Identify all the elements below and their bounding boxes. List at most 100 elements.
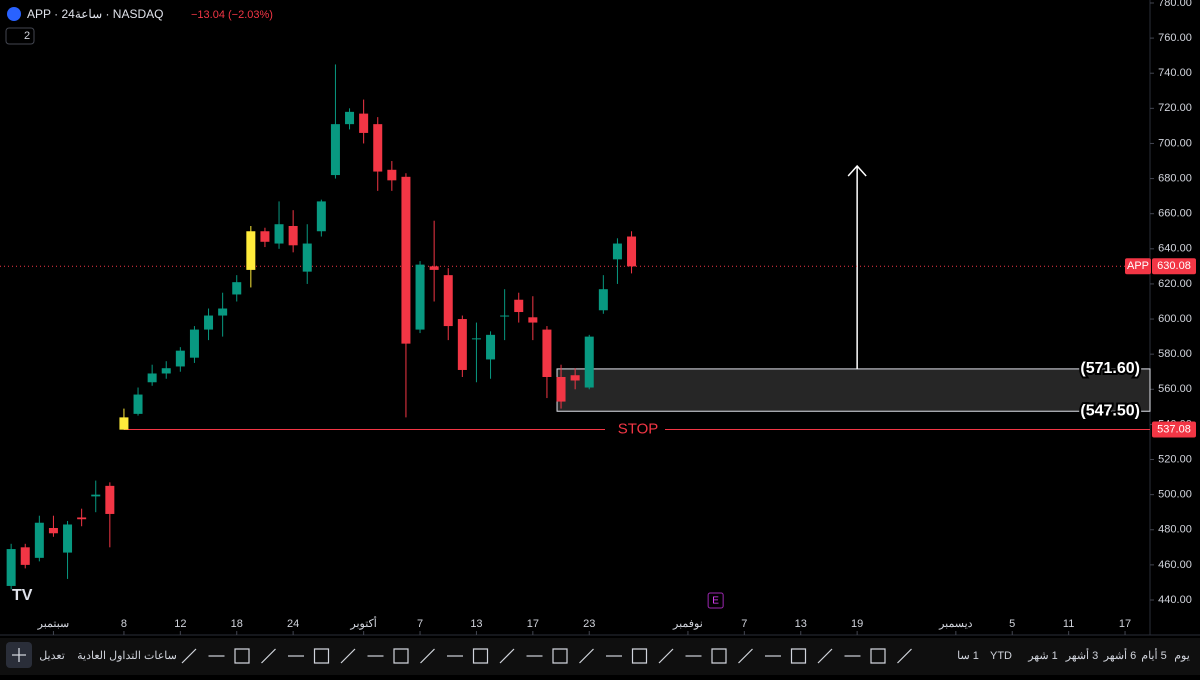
symbol-title: APP · 24ساعة · NASDAQ bbox=[27, 7, 163, 21]
drawing-tool[interactable] bbox=[658, 648, 674, 664]
drawing-tool[interactable] bbox=[472, 648, 489, 664]
x-tick-label: 17 bbox=[1119, 618, 1131, 630]
x-tick-label: أكتوبر bbox=[349, 616, 376, 630]
y-tick-label: 620.00 bbox=[1158, 278, 1192, 290]
candle-body bbox=[274, 224, 284, 244]
drawing-tool[interactable] bbox=[393, 648, 409, 664]
candle-body bbox=[218, 308, 228, 316]
drawing-tool[interactable] bbox=[313, 648, 330, 664]
y-tick-label: 560.00 bbox=[1158, 383, 1192, 395]
zone-label: (547.50) bbox=[1080, 402, 1140, 419]
price-change: −13.04 (−2.03%) bbox=[191, 9, 273, 21]
y-tick-label: 460.00 bbox=[1158, 559, 1192, 571]
toolbar-button[interactable]: 1 شهر bbox=[1027, 650, 1058, 662]
y-tick-label: 740.00 bbox=[1158, 67, 1192, 79]
candle-body bbox=[627, 236, 637, 267]
candle-body bbox=[345, 111, 355, 125]
toolbar-button[interactable]: 6 أشهر bbox=[1103, 648, 1137, 662]
drawing-tool[interactable] bbox=[181, 648, 197, 664]
candle-body bbox=[429, 266, 439, 270]
candle-body bbox=[288, 225, 298, 246]
candle-body bbox=[34, 522, 44, 558]
candle-body bbox=[415, 264, 425, 330]
candle-body bbox=[471, 338, 481, 340]
x-tick-label: 19 bbox=[851, 618, 863, 630]
last-price-bg bbox=[1152, 258, 1196, 275]
candle-body bbox=[133, 394, 143, 414]
candle-body bbox=[528, 317, 538, 323]
toolbar-button[interactable]: 5 أيام bbox=[1141, 648, 1166, 662]
drawing-tool[interactable] bbox=[234, 648, 250, 664]
candle-body bbox=[316, 201, 326, 232]
event-label[interactable]: E bbox=[712, 596, 719, 607]
y-tick-label: 580.00 bbox=[1158, 348, 1192, 360]
candle-body bbox=[161, 368, 171, 374]
drawing-tool[interactable] bbox=[711, 648, 727, 664]
candle-body bbox=[401, 176, 411, 344]
candle-body bbox=[542, 329, 552, 377]
candle-body bbox=[373, 124, 383, 172]
tool-icon[interactable] bbox=[12, 648, 26, 662]
candle-body bbox=[204, 315, 214, 330]
x-tick-label: 11 bbox=[1063, 618, 1074, 630]
x-tick-label: ديسمبر bbox=[938, 618, 973, 630]
x-tick-label: 24 bbox=[287, 618, 299, 630]
drawing-tool[interactable] bbox=[897, 648, 912, 664]
drawing-tool[interactable] bbox=[579, 648, 594, 664]
drawing-tool[interactable] bbox=[870, 648, 886, 664]
candle-body bbox=[330, 124, 340, 176]
candle-body bbox=[77, 517, 87, 520]
candle-body bbox=[387, 169, 397, 181]
x-tick-label: سبتمبر bbox=[37, 618, 70, 630]
candle-body bbox=[260, 231, 270, 242]
candle-body bbox=[91, 494, 101, 497]
stop-price: 537.08 bbox=[1157, 423, 1191, 435]
x-tick-label: 12 bbox=[174, 618, 186, 630]
candle-body bbox=[302, 243, 312, 272]
toolbar bbox=[0, 638, 1200, 675]
drawing-tool[interactable] bbox=[790, 648, 807, 664]
x-tick-label: 7 bbox=[741, 618, 747, 630]
drawing-tool[interactable] bbox=[552, 648, 568, 664]
candle-body bbox=[105, 485, 115, 514]
event-marker[interactable] bbox=[707, 592, 724, 609]
y-tick-label: 680.00 bbox=[1158, 172, 1192, 184]
candle-body bbox=[584, 336, 594, 388]
toolbar-button[interactable]: 3 أشهر bbox=[1065, 648, 1099, 662]
toolbar-button[interactable]: 1 سا bbox=[957, 650, 979, 662]
toolbar-button[interactable]: YTD bbox=[990, 650, 1012, 662]
y-tick-label: 520.00 bbox=[1158, 453, 1192, 465]
badge[interactable] bbox=[5, 27, 35, 45]
y-tick-label: 440.00 bbox=[1158, 594, 1192, 606]
candle-body bbox=[457, 319, 467, 370]
stop-label: STOP bbox=[618, 420, 659, 437]
candle-body bbox=[514, 299, 524, 313]
y-tick-label: 600.00 bbox=[1158, 313, 1192, 325]
candle-body bbox=[246, 231, 256, 270]
x-tick-label: 5 bbox=[1009, 618, 1015, 630]
x-tick-label: 18 bbox=[231, 618, 243, 630]
candle-body bbox=[359, 113, 369, 133]
drawing-tool[interactable] bbox=[261, 648, 276, 664]
symbol-tag: APP bbox=[1127, 260, 1149, 272]
toolbar-button[interactable]: يوم bbox=[1174, 650, 1190, 662]
toolbar-button[interactable]: ساعات التداول العادية bbox=[77, 650, 177, 662]
drawing-tool[interactable] bbox=[420, 648, 435, 664]
candle-body bbox=[189, 329, 199, 358]
candle-body bbox=[63, 524, 73, 553]
zone-box bbox=[556, 368, 1151, 412]
badge-text[interactable]: 2 bbox=[24, 30, 30, 42]
candle-body bbox=[20, 547, 30, 565]
drawing-tool[interactable] bbox=[499, 648, 515, 664]
drawing-tool[interactable] bbox=[631, 648, 648, 664]
candle-body bbox=[232, 282, 242, 295]
drawing-tool[interactable] bbox=[340, 648, 356, 664]
drawing-tool[interactable] bbox=[738, 648, 753, 664]
candle-body bbox=[147, 373, 157, 383]
toolbar-button[interactable]: تعديل bbox=[39, 650, 65, 662]
candle-body bbox=[119, 417, 129, 430]
drawing-tool[interactable] bbox=[817, 648, 833, 664]
candle-body bbox=[48, 527, 58, 534]
